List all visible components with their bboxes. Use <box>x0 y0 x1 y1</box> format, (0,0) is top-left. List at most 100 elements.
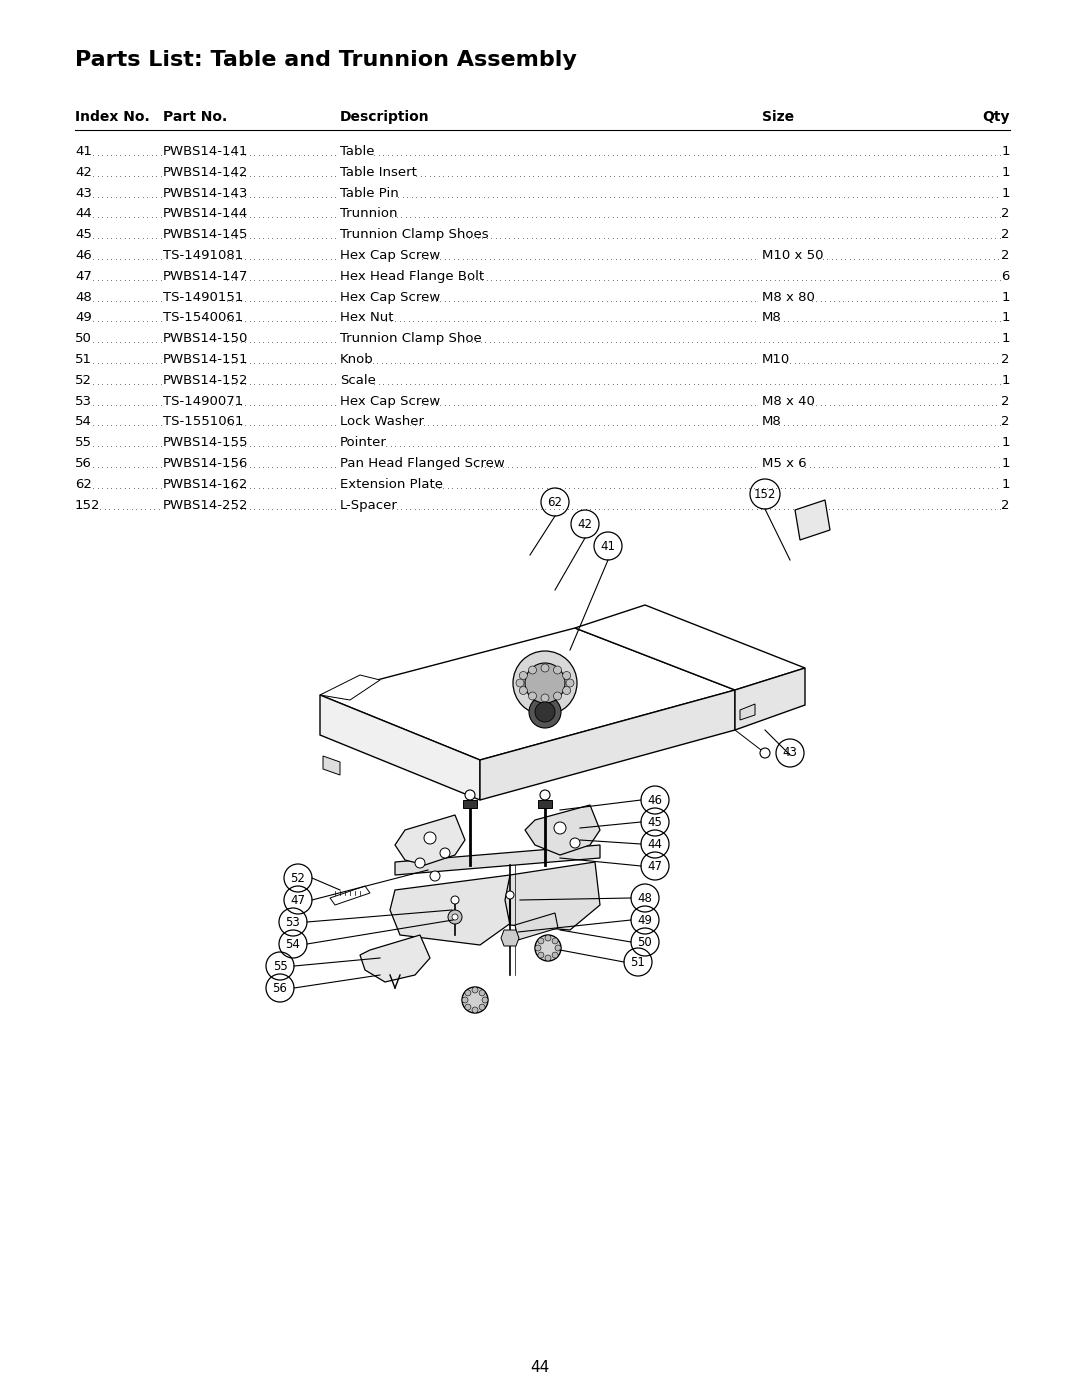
Point <box>670 331 687 353</box>
Point <box>917 434 934 457</box>
Point <box>604 228 621 250</box>
Point <box>700 476 717 499</box>
Point <box>882 415 900 437</box>
Point <box>511 165 528 187</box>
Point <box>415 207 432 229</box>
Point <box>426 476 443 499</box>
Text: 2: 2 <box>1001 394 1010 408</box>
Point <box>924 186 942 208</box>
Point <box>795 165 812 187</box>
Point <box>456 144 473 166</box>
Point <box>701 352 718 374</box>
Point <box>255 455 272 478</box>
Point <box>111 165 129 187</box>
Point <box>568 373 585 395</box>
Text: 1: 1 <box>1001 145 1010 158</box>
Point <box>599 268 617 291</box>
Point <box>835 476 852 499</box>
Point <box>531 268 549 291</box>
Point <box>915 310 932 332</box>
Point <box>232 144 249 166</box>
Point <box>957 186 974 208</box>
Point <box>869 144 887 166</box>
Point <box>936 373 954 395</box>
Point <box>152 394 170 416</box>
Point <box>807 310 824 332</box>
Point <box>970 165 987 187</box>
Point <box>728 310 745 332</box>
Point <box>152 228 170 250</box>
Point <box>957 476 974 499</box>
Point <box>291 289 308 312</box>
Point <box>738 352 755 374</box>
Point <box>468 394 485 416</box>
Point <box>98 144 116 166</box>
Point <box>259 476 276 499</box>
Point <box>696 186 713 208</box>
Point <box>603 394 620 416</box>
Point <box>130 207 147 229</box>
Point <box>228 497 245 520</box>
Point <box>583 476 600 499</box>
Point <box>887 455 904 478</box>
Point <box>904 455 921 478</box>
Text: 1: 1 <box>1001 478 1010 490</box>
Point <box>988 186 1005 208</box>
Point <box>865 373 882 395</box>
Point <box>588 186 605 208</box>
Point <box>517 331 535 353</box>
Point <box>517 455 535 478</box>
Point <box>84 415 102 437</box>
Point <box>734 415 752 437</box>
Point <box>268 165 285 187</box>
Point <box>436 289 454 312</box>
Point <box>456 415 473 437</box>
Point <box>789 476 807 499</box>
Point <box>789 165 807 187</box>
Point <box>415 373 432 395</box>
Text: 1: 1 <box>1001 436 1010 450</box>
Point <box>889 289 906 312</box>
Point <box>222 434 240 457</box>
Point <box>518 144 536 166</box>
Point <box>828 455 846 478</box>
Point <box>539 247 556 270</box>
Point <box>954 247 971 270</box>
Point <box>856 289 874 312</box>
Point <box>711 394 728 416</box>
Point <box>98 310 116 332</box>
Point <box>919 373 936 395</box>
Point <box>730 228 747 250</box>
Point <box>846 247 863 270</box>
Point <box>504 268 522 291</box>
Point <box>433 415 450 437</box>
Point <box>544 310 562 332</box>
Point <box>498 476 515 499</box>
Point <box>866 476 883 499</box>
Point <box>523 415 540 437</box>
Text: 51: 51 <box>75 353 92 366</box>
Point <box>414 289 431 312</box>
Point <box>222 289 240 312</box>
Point <box>824 268 841 291</box>
Point <box>318 455 335 478</box>
Point <box>976 455 994 478</box>
Point <box>788 207 806 229</box>
Point <box>519 476 537 499</box>
Text: Qty: Qty <box>983 110 1010 124</box>
Point <box>89 352 106 374</box>
Point <box>537 268 554 291</box>
Point <box>679 310 697 332</box>
Point <box>649 497 666 520</box>
Point <box>566 455 583 478</box>
Point <box>785 186 802 208</box>
Point <box>249 289 267 312</box>
Point <box>657 310 674 332</box>
Point <box>824 373 841 395</box>
Point <box>625 394 643 416</box>
Point <box>634 331 651 353</box>
Point <box>784 207 801 229</box>
Point <box>973 144 990 166</box>
Point <box>368 352 386 374</box>
Point <box>303 247 321 270</box>
